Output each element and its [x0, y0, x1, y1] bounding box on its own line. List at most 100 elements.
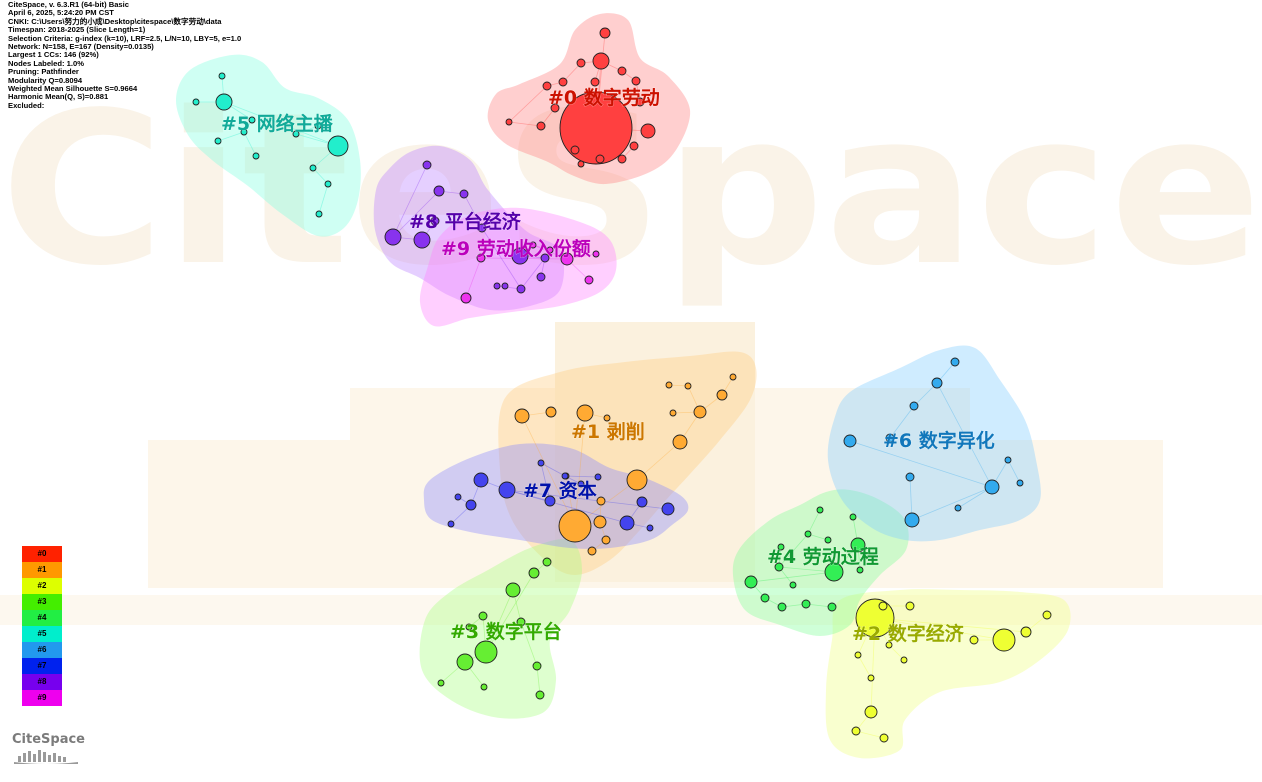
network-node[interactable] — [327, 135, 349, 157]
network-node[interactable] — [864, 705, 878, 719]
network-node[interactable] — [430, 216, 440, 226]
network-node[interactable] — [315, 210, 323, 218]
network-node[interactable] — [433, 185, 445, 197]
network-node[interactable] — [535, 690, 545, 700]
network-node[interactable] — [824, 562, 844, 582]
network-node[interactable] — [661, 502, 675, 516]
network-node[interactable] — [384, 228, 402, 246]
network-node[interactable] — [292, 130, 300, 138]
network-node[interactable] — [640, 123, 656, 139]
network-node[interactable] — [954, 504, 962, 512]
network-node[interactable] — [546, 246, 554, 254]
network-node[interactable] — [669, 409, 677, 417]
network-node[interactable] — [505, 582, 521, 598]
network-node[interactable] — [559, 91, 633, 165]
network-node[interactable] — [516, 617, 526, 627]
network-node[interactable] — [536, 121, 546, 131]
network-node[interactable] — [789, 581, 797, 589]
network-node[interactable] — [1020, 626, 1032, 638]
network-node[interactable] — [599, 27, 611, 39]
network-node[interactable] — [558, 77, 568, 87]
network-node[interactable] — [856, 566, 864, 574]
network-node[interactable] — [480, 683, 488, 691]
network-node[interactable] — [252, 152, 260, 160]
network-node[interactable] — [629, 141, 639, 151]
network-node[interactable] — [558, 509, 592, 543]
network-node[interactable] — [465, 499, 477, 511]
network-node[interactable] — [867, 674, 875, 682]
network-node[interactable] — [617, 154, 627, 164]
network-node[interactable] — [528, 567, 540, 579]
network-node[interactable] — [631, 76, 641, 86]
network-node[interactable] — [801, 599, 811, 609]
network-node[interactable] — [537, 459, 545, 467]
network-node[interactable] — [511, 247, 529, 265]
network-node[interactable] — [626, 469, 648, 491]
network-node[interactable] — [760, 593, 770, 603]
network-node[interactable] — [601, 535, 611, 545]
network-node[interactable] — [850, 537, 866, 553]
network-node[interactable] — [827, 602, 837, 612]
network-node[interactable] — [540, 253, 550, 263]
network-node[interactable] — [729, 373, 737, 381]
cluster-label[interactable]: #3 数字平台 — [450, 620, 563, 644]
network-node[interactable] — [619, 515, 635, 531]
network-node[interactable] — [218, 72, 226, 80]
cluster-label[interactable]: #9 劳动收入份额 — [441, 237, 592, 261]
network-node[interactable] — [777, 602, 787, 612]
network-node[interactable] — [635, 97, 645, 107]
network-node[interactable] — [561, 472, 569, 480]
cluster-label[interactable]: #0 数字劳动 — [548, 86, 661, 110]
network-node[interactable] — [843, 434, 857, 448]
network-node[interactable] — [240, 128, 248, 136]
network-node[interactable] — [904, 512, 920, 528]
network-node[interactable] — [192, 98, 200, 106]
network-node[interactable] — [577, 160, 585, 168]
network-node[interactable] — [454, 493, 462, 501]
network-node[interactable] — [529, 241, 537, 249]
network-node[interactable] — [636, 496, 648, 508]
network-node[interactable] — [215, 93, 233, 111]
network-node[interactable] — [476, 253, 486, 263]
network-node[interactable] — [593, 515, 607, 529]
network-node[interactable] — [493, 282, 501, 290]
network-node[interactable] — [544, 495, 556, 507]
network-node[interactable] — [1004, 456, 1012, 464]
network-node[interactable] — [532, 661, 542, 671]
network-node[interactable] — [849, 513, 857, 521]
network-node[interactable] — [1042, 610, 1052, 620]
cluster-label[interactable]: #1 剥削 — [571, 420, 646, 444]
network-node[interactable] — [592, 250, 600, 258]
network-node[interactable] — [536, 272, 546, 282]
cluster-label[interactable]: #7 资本 — [523, 479, 598, 503]
network-node[interactable] — [437, 679, 445, 687]
network-node[interactable] — [684, 382, 692, 390]
network-node[interactable] — [774, 562, 784, 572]
network-node[interactable] — [885, 433, 895, 443]
cluster-label[interactable]: #6 数字异化 — [883, 429, 996, 453]
cluster-label[interactable]: #4 劳动过程 — [767, 545, 880, 569]
network-node[interactable] — [550, 103, 560, 113]
network-node[interactable] — [1016, 479, 1024, 487]
network-node[interactable] — [984, 479, 1000, 495]
network-node[interactable] — [931, 377, 943, 389]
network-node[interactable] — [646, 524, 654, 532]
network-node[interactable] — [587, 546, 597, 556]
network-node[interactable] — [744, 575, 758, 589]
network-node[interactable] — [501, 282, 509, 290]
network-node[interactable] — [590, 77, 600, 87]
network-node[interactable] — [505, 118, 513, 126]
network-node[interactable] — [905, 601, 915, 611]
network-node[interactable] — [542, 557, 552, 567]
network-node[interactable] — [584, 275, 594, 285]
network-node[interactable] — [570, 145, 580, 155]
network-node[interactable] — [900, 656, 908, 664]
network-node[interactable] — [824, 536, 832, 544]
network-node[interactable] — [909, 401, 919, 411]
network-node[interactable] — [309, 164, 317, 172]
network-node[interactable] — [603, 414, 611, 422]
network-node[interactable] — [905, 472, 915, 482]
network-node[interactable] — [950, 357, 960, 367]
network-node[interactable] — [545, 406, 557, 418]
cluster-label[interactable]: #2 数字经济 — [852, 622, 966, 646]
